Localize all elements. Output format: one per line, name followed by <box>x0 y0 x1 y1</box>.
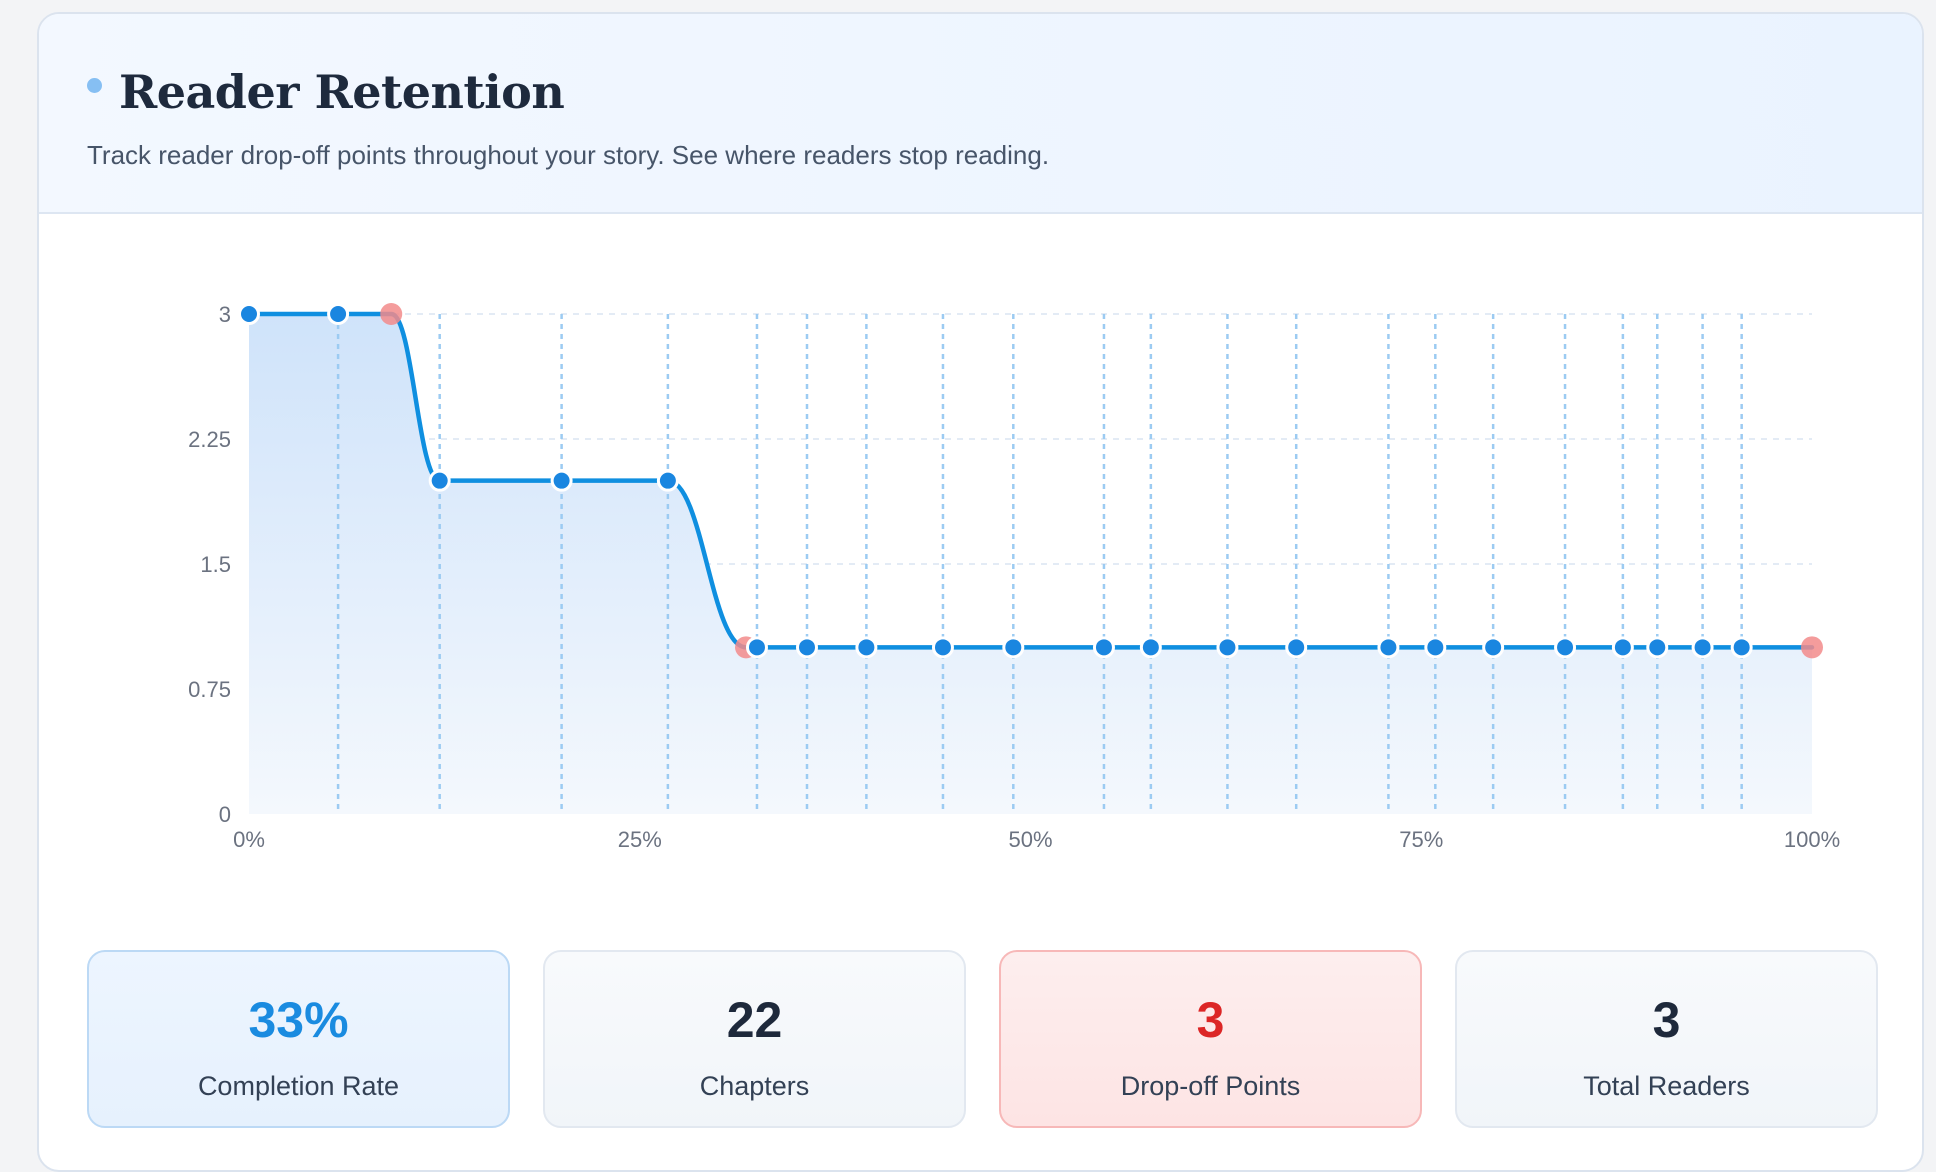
x-tick-label: 25% <box>618 827 662 852</box>
stat-card-chapters: 22 Chapters <box>543 950 966 1128</box>
chapter-point[interactable] <box>1730 636 1753 659</box>
y-tick-label: 0.75 <box>188 677 231 702</box>
chapter-point[interactable] <box>931 636 954 659</box>
chapter-point[interactable] <box>1002 636 1025 659</box>
x-tick-label: 100% <box>1784 827 1840 852</box>
x-tick-label: 50% <box>1008 827 1052 852</box>
chapter-point[interactable] <box>550 469 573 492</box>
chapter-point[interactable] <box>428 469 451 492</box>
chapter-point[interactable] <box>1646 636 1669 659</box>
stat-label: Drop-off Points <box>1120 1071 1301 1101</box>
stat-value: 3 <box>1196 992 1225 1048</box>
retention-area <box>249 314 1812 814</box>
chapter-point[interactable] <box>795 636 818 659</box>
chapter-point[interactable] <box>1424 636 1447 659</box>
y-tick-label: 2.25 <box>188 427 231 452</box>
stat-card-completion-rate: 33% Completion Rate <box>87 950 510 1128</box>
stat-value: 3 <box>1652 992 1681 1048</box>
page-title: Reader Retention <box>119 65 565 119</box>
chapter-point[interactable] <box>656 469 679 492</box>
chapter-point[interactable] <box>1285 636 1308 659</box>
y-tick-label: 0 <box>219 802 231 827</box>
chapter-point[interactable] <box>1482 636 1505 659</box>
reader-retention-card: Reader Retention Track reader drop-off p… <box>37 12 1924 1172</box>
title-dot-icon <box>87 78 102 93</box>
chapter-point[interactable] <box>1377 636 1400 659</box>
chapter-point[interactable] <box>327 303 350 325</box>
y-tick-label: 3 <box>219 302 231 327</box>
card-header: Reader Retention Track reader drop-off p… <box>39 14 1922 214</box>
chapter-point[interactable] <box>1554 636 1577 659</box>
x-tick-label: 75% <box>1399 827 1443 852</box>
stat-card-drop-off-points: 3 Drop-off Points <box>999 950 1422 1128</box>
dropoff-point[interactable] <box>380 303 403 325</box>
chapter-point[interactable] <box>1216 636 1239 659</box>
page-subtitle: Track reader drop-off points throughout … <box>87 140 1050 170</box>
chapter-point[interactable] <box>745 636 768 659</box>
stat-value: 22 <box>726 992 783 1048</box>
chapter-point[interactable] <box>1691 636 1714 659</box>
chapter-point[interactable] <box>1092 636 1115 659</box>
stat-label: Total Readers <box>1583 1071 1750 1101</box>
dropoff-point[interactable] <box>1801 636 1823 659</box>
stat-value: 33% <box>248 992 349 1048</box>
stat-label: Completion Rate <box>197 1071 400 1101</box>
x-tick-label: 0% <box>233 827 265 852</box>
stat-card-total-readers: 3 Total Readers <box>1455 950 1878 1128</box>
chapter-point[interactable] <box>1139 636 1162 659</box>
retention-chart: 0 0.75 1.5 2.25 3 0% 25% 50% 75% 100% <box>188 302 1840 852</box>
chapter-point[interactable] <box>1611 636 1634 659</box>
chapter-point[interactable] <box>238 303 260 325</box>
chapter-point[interactable] <box>855 636 878 659</box>
stat-label: Chapters <box>699 1071 810 1101</box>
y-tick-label: 1.5 <box>200 552 231 577</box>
